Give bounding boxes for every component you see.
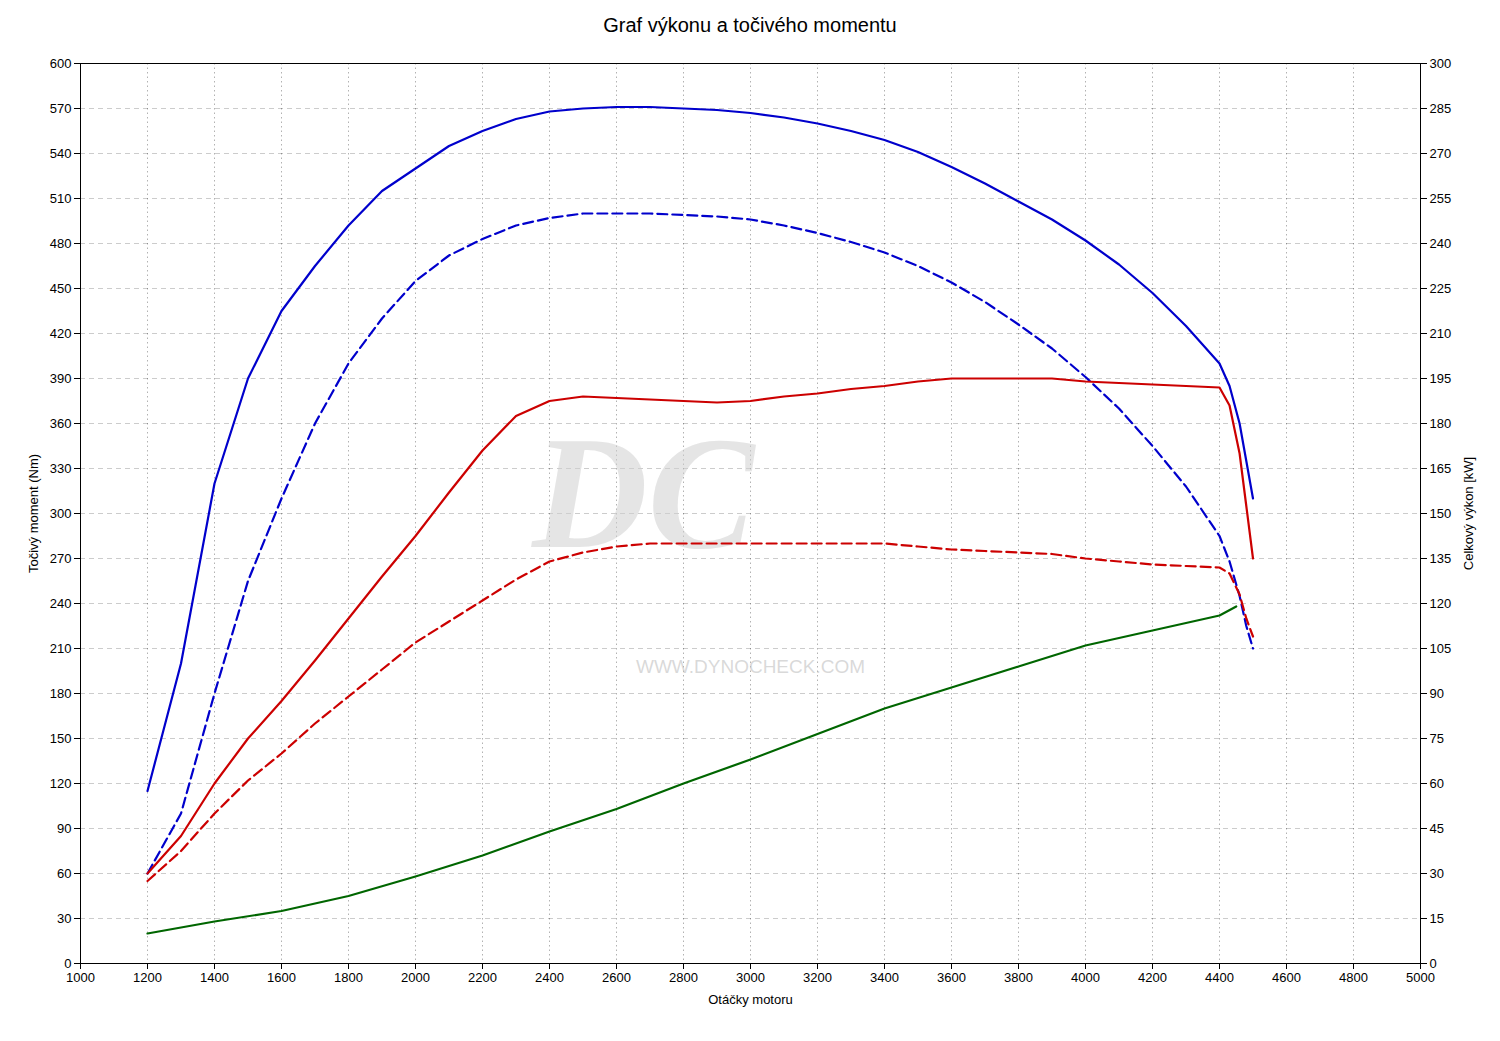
- svg-text:150: 150: [1430, 506, 1452, 521]
- svg-text:4400: 4400: [1205, 970, 1234, 985]
- svg-text:180: 180: [1430, 416, 1452, 431]
- svg-text:90: 90: [57, 821, 71, 836]
- svg-text:5000: 5000: [1406, 970, 1435, 985]
- svg-text:195: 195: [1430, 371, 1452, 386]
- svg-text:4000: 4000: [1071, 970, 1100, 985]
- svg-text:WWW.DYNOCHECK.COM: WWW.DYNOCHECK.COM: [636, 656, 865, 677]
- svg-text:420: 420: [50, 326, 72, 341]
- svg-text:1200: 1200: [133, 970, 162, 985]
- svg-text:225: 225: [1430, 281, 1452, 296]
- svg-text:45: 45: [1430, 821, 1444, 836]
- svg-text:3000: 3000: [736, 970, 765, 985]
- svg-text:60: 60: [57, 866, 71, 881]
- svg-text:105: 105: [1430, 641, 1452, 656]
- svg-text:3800: 3800: [1004, 970, 1033, 985]
- svg-text:360: 360: [50, 416, 72, 431]
- svg-text:30: 30: [57, 911, 71, 926]
- svg-text:1400: 1400: [200, 970, 229, 985]
- svg-text:0: 0: [64, 956, 71, 971]
- svg-text:30: 30: [1430, 866, 1444, 881]
- svg-text:240: 240: [50, 596, 72, 611]
- svg-text:2800: 2800: [669, 970, 698, 985]
- svg-text:1800: 1800: [334, 970, 363, 985]
- html-text:Graf výkonu a točivého momentu: Graf výkonu a točivého momentu: [603, 14, 897, 36]
- svg-text:255: 255: [1430, 191, 1452, 206]
- svg-text:2200: 2200: [468, 970, 497, 985]
- svg-text:510: 510: [50, 191, 72, 206]
- svg-text:480: 480: [50, 236, 72, 251]
- svg-text:90: 90: [1430, 686, 1444, 701]
- svg-text:210: 210: [50, 641, 72, 656]
- svg-text:1600: 1600: [267, 970, 296, 985]
- svg-text:300: 300: [1430, 56, 1452, 71]
- svg-text:135: 135: [1430, 551, 1452, 566]
- svg-text:4600: 4600: [1272, 970, 1301, 985]
- svg-text:75: 75: [1430, 731, 1444, 746]
- svg-text:DC: DC: [530, 404, 757, 582]
- svg-text:270: 270: [50, 551, 72, 566]
- svg-text:60: 60: [1430, 776, 1444, 791]
- svg-text:120: 120: [1430, 596, 1452, 611]
- svg-text:150: 150: [50, 731, 72, 746]
- svg-text:15: 15: [1430, 911, 1444, 926]
- svg-text:Celkový výkon [kW]: Celkový výkon [kW]: [1461, 457, 1476, 570]
- svg-text:120: 120: [50, 776, 72, 791]
- svg-text:540: 540: [50, 146, 72, 161]
- svg-text:390: 390: [50, 371, 72, 386]
- svg-text:330: 330: [50, 461, 72, 476]
- svg-text:570: 570: [50, 101, 72, 116]
- svg-text:1000: 1000: [66, 970, 95, 985]
- svg-text:2600: 2600: [602, 970, 631, 985]
- svg-text:4200: 4200: [1138, 970, 1167, 985]
- svg-text:165: 165: [1430, 461, 1452, 476]
- svg-text:Točivý moment (Nm): Točivý moment (Nm): [26, 454, 41, 573]
- svg-text:180: 180: [50, 686, 72, 701]
- svg-text:0: 0: [1430, 956, 1437, 971]
- svg-text:210: 210: [1430, 326, 1452, 341]
- svg-text:450: 450: [50, 281, 72, 296]
- svg-text:240: 240: [1430, 236, 1452, 251]
- svg-text:3400: 3400: [870, 970, 899, 985]
- svg-text:4800: 4800: [1339, 970, 1368, 985]
- svg-text:3200: 3200: [803, 970, 832, 985]
- svg-text:300: 300: [50, 506, 72, 521]
- svg-text:3600: 3600: [937, 970, 966, 985]
- svg-text:2000: 2000: [401, 970, 430, 985]
- svg-text:285: 285: [1430, 101, 1452, 116]
- svg-text:2400: 2400: [535, 970, 564, 985]
- svg-text:270: 270: [1430, 146, 1452, 161]
- svg-text:Otáčky motoru: Otáčky motoru: [708, 992, 793, 1007]
- svg-text:600: 600: [50, 56, 72, 71]
